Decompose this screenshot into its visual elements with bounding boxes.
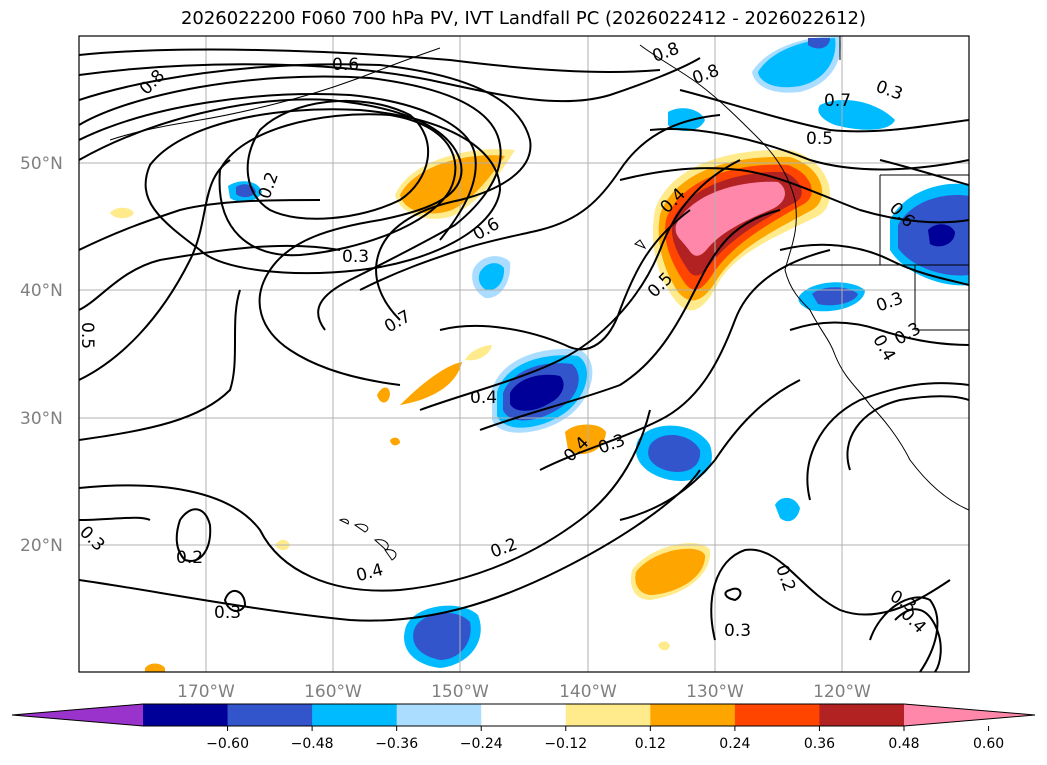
colorbar-tick-label: 0.60 xyxy=(973,736,1004,752)
colorbar-tick-label: 0.36 xyxy=(804,736,835,752)
contour-label: 0.3 xyxy=(214,603,241,623)
colorbar-segment xyxy=(565,704,651,726)
colorbar-segment xyxy=(819,704,905,726)
colorbar-segment xyxy=(734,704,820,726)
contour-label: 0.3 xyxy=(342,247,369,267)
lon-label: 150°W xyxy=(431,682,489,702)
plot-frame xyxy=(78,35,970,673)
colorbar-segment xyxy=(650,704,736,726)
plot-area xyxy=(79,36,969,672)
lat-label: 50°N xyxy=(20,154,63,174)
colorbar-tick-label: −0.36 xyxy=(375,736,418,752)
ivt-contours xyxy=(79,48,969,672)
lon-label: 140°W xyxy=(559,682,617,702)
colorbar-segment xyxy=(481,704,567,726)
contour-label: 0.6 xyxy=(332,55,359,75)
latitude-labels: 50°N 40°N 30°N 20°N xyxy=(20,154,63,556)
colorbar-segment xyxy=(227,704,313,726)
colorbar-segment xyxy=(396,704,482,726)
coastlines xyxy=(109,36,969,561)
colorbar-tick-label: −0.24 xyxy=(460,736,503,752)
contour-label: 0.5 xyxy=(77,322,97,349)
colorbar-outline xyxy=(11,703,1036,727)
colorbar-tick-label: 0.12 xyxy=(635,736,666,752)
colorbar-extend-high xyxy=(904,704,1035,726)
colorbar: −0.60 −0.48 −0.36 −0.24 −0.12 0.12 0.24 0.36 0.4… xyxy=(11,703,1036,752)
contour-label: 0.2 xyxy=(176,548,203,568)
colorbar-tick-label: −0.60 xyxy=(206,736,249,752)
colorbar-tick-label: 0.48 xyxy=(888,736,919,752)
lon-label: 170°W xyxy=(177,682,235,702)
colorbar-tick-label: −0.48 xyxy=(291,736,334,752)
lat-label: 30°N xyxy=(20,409,63,429)
longitude-labels: 170°W 160°W 150°W 140°W 130°W 120°W xyxy=(177,682,871,702)
contour-label: 0.5 xyxy=(806,129,833,149)
contour-label: 0.3 xyxy=(724,621,751,641)
lon-label: 130°W xyxy=(686,682,744,702)
colorbar-segment xyxy=(312,704,398,726)
lon-label: 120°W xyxy=(813,682,871,702)
colorbar-segment xyxy=(143,704,229,726)
colorbar-tick-label: 0.24 xyxy=(719,736,750,752)
map-title: 2026022200 F060 700 hPa PV, IVT Landfall… xyxy=(180,8,867,29)
lon-label: 160°W xyxy=(304,682,362,702)
contour-label: 0.7 xyxy=(824,91,851,111)
contour-label: 0.4 xyxy=(470,388,497,408)
lat-label: 20°N xyxy=(20,536,63,556)
colorbar-tick-label: −0.12 xyxy=(544,736,587,752)
lat-label: 40°N xyxy=(20,281,63,301)
colorbar-extend-low xyxy=(12,704,143,726)
